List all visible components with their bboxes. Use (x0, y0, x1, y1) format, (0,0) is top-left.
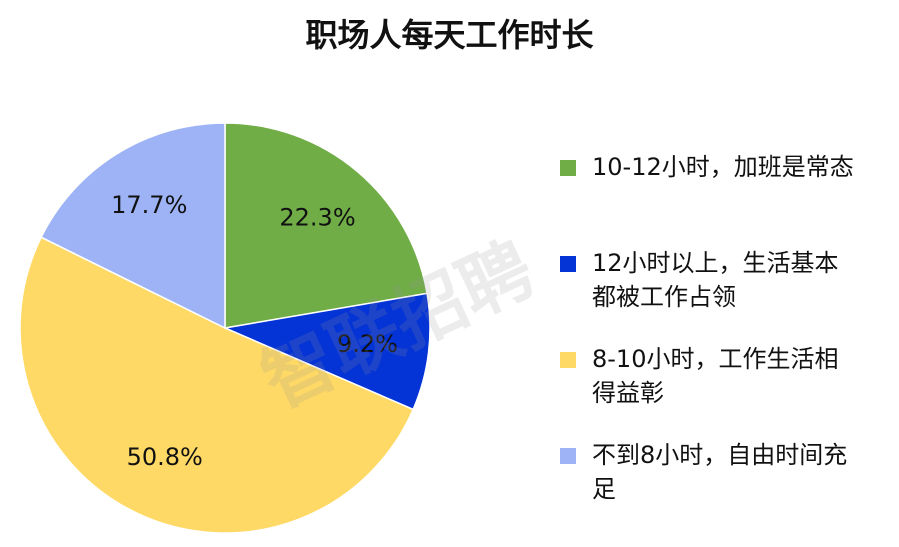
chart-title: 职场人每天工作时长 (305, 16, 594, 54)
value-label: 17.7% (111, 191, 187, 219)
legend-label: 不到8小时，自由时间充足 (592, 441, 848, 503)
legend-label: 10-12小时，加班是常态 (592, 153, 854, 181)
legend-item: 10-12小时，加班是常态 (560, 150, 890, 246)
legend-swatch (560, 160, 576, 176)
legend-item: 8-10小时，工作生活相得益彰 (560, 342, 890, 438)
legend-label: 12小时以上，生活基本都被工作占领 (592, 249, 839, 311)
legend-label: 8-10小时，工作生活相得益彰 (592, 345, 839, 407)
pie-slice (222, 292, 431, 411)
value-label: 22.3% (279, 203, 355, 231)
legend-swatch (560, 256, 576, 272)
legend-swatch (560, 352, 576, 368)
legend-item: 12小时以上，生活基本都被工作占领 (560, 246, 890, 342)
pie-slice (40, 122, 226, 330)
value-label: 9.2% (337, 330, 398, 358)
pie-slice (19, 236, 415, 534)
legend: 10-12小时，加班是常态 12小时以上，生活基本都被工作占领 8-10小时，工作生… (560, 150, 890, 534)
legend-swatch (560, 448, 576, 464)
legend-item: 不到8小时，自由时间充足 (560, 438, 890, 534)
value-label: 50.8% (127, 443, 203, 471)
pie-slice (224, 122, 428, 329)
